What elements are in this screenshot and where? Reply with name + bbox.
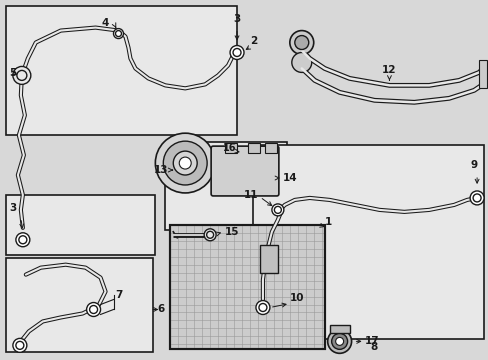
Text: 16: 16	[223, 143, 236, 153]
Circle shape	[163, 141, 207, 185]
Bar	[170, 225, 324, 349]
Bar	[264, 143, 276, 153]
Circle shape	[16, 341, 24, 349]
Text: 15: 15	[224, 227, 239, 237]
Text: 4: 4	[101, 18, 108, 28]
Text: 7: 7	[115, 289, 122, 300]
Bar	[165, 142, 286, 230]
Circle shape	[89, 306, 98, 314]
Circle shape	[271, 204, 283, 216]
Circle shape	[331, 333, 347, 349]
Circle shape	[13, 67, 31, 84]
Circle shape	[472, 194, 480, 202]
Text: 3: 3	[9, 203, 16, 213]
Circle shape	[155, 133, 215, 193]
Bar	[6, 195, 155, 255]
Circle shape	[17, 71, 27, 80]
Text: 13: 13	[154, 165, 168, 175]
Text: 3: 3	[233, 14, 240, 24]
Circle shape	[16, 233, 30, 247]
Circle shape	[469, 191, 483, 205]
Text: 9: 9	[469, 160, 477, 170]
Circle shape	[115, 31, 121, 37]
Circle shape	[289, 31, 313, 54]
Bar	[247, 143, 260, 153]
Circle shape	[233, 49, 241, 57]
Bar	[478, 60, 486, 88]
Circle shape	[113, 28, 123, 39]
Text: 6: 6	[157, 305, 164, 315]
Circle shape	[229, 45, 244, 59]
Circle shape	[206, 231, 213, 238]
Circle shape	[335, 337, 343, 345]
Text: 12: 12	[382, 66, 396, 76]
Text: 8: 8	[370, 342, 377, 352]
Text: 2: 2	[249, 36, 257, 46]
Text: 17: 17	[364, 336, 378, 346]
Circle shape	[294, 36, 308, 50]
Bar	[224, 143, 237, 153]
Circle shape	[259, 303, 266, 311]
Text: 14: 14	[282, 173, 297, 183]
FancyBboxPatch shape	[211, 146, 278, 196]
Bar	[260, 245, 277, 273]
Bar	[252, 145, 483, 339]
Bar	[6, 6, 237, 135]
Text: 11: 11	[243, 190, 258, 200]
Bar	[329, 325, 349, 333]
Text: 10: 10	[289, 293, 304, 302]
Circle shape	[203, 229, 216, 241]
Circle shape	[327, 329, 351, 353]
Circle shape	[291, 53, 311, 72]
Circle shape	[19, 236, 27, 244]
Circle shape	[255, 301, 269, 315]
Circle shape	[274, 206, 281, 213]
Circle shape	[13, 338, 27, 352]
Bar	[6, 258, 153, 352]
Bar	[170, 225, 324, 349]
Circle shape	[86, 302, 101, 316]
Text: 5: 5	[9, 68, 16, 78]
Circle shape	[173, 151, 197, 175]
Circle shape	[179, 157, 191, 169]
Text: 1: 1	[324, 217, 331, 227]
